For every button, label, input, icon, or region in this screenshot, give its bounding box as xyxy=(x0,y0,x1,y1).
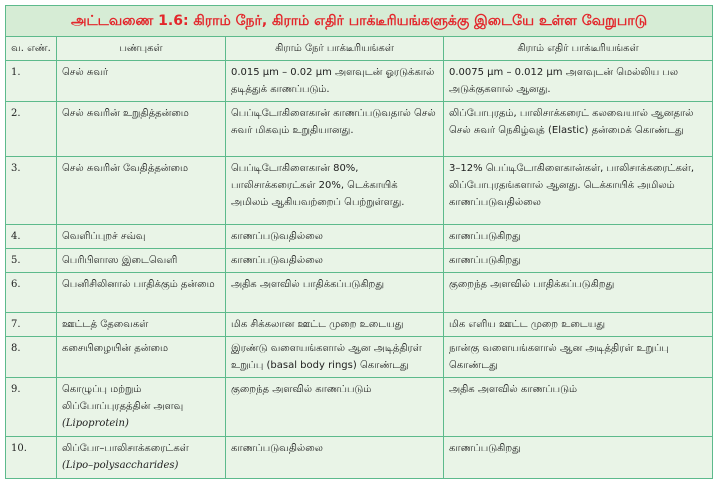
header-gram-negative: கிராம் எதிர் பாக்டீரியங்கள் xyxy=(442,36,714,61)
table-row: 3. செல் சுவரின் வேதித்தன்மை பெப்டிடோகிளைகா… xyxy=(5,156,714,225)
gram-negative-cell: அதிக அளவில் காணப்படும் xyxy=(442,377,714,437)
gram-negative-cell-text: நான்கு வளையங்களால் ஆன அடித்திரள் உறுப்பு… xyxy=(449,343,669,371)
gram-negative-cell-text: காணப்படுகிறது xyxy=(449,443,521,454)
property-cell-text: லிப்போ–பாலிசாக்கரைட்கள் xyxy=(62,443,189,454)
gram-negative-cell-text: 0.0075 µm – 0.012 µm அளவுடன் மெல்லிய பல … xyxy=(449,67,679,95)
table-row: 10. லிப்போ–பாலிசாக்கரைட்கள் (Lipo–polysacc… xyxy=(5,436,714,479)
property-cell: கசையிழையின் தன்மை xyxy=(56,336,226,378)
serial-cell-text: 6. xyxy=(11,279,21,290)
table-row: 1. செல் சுவர் 0.015 µm – 0.02 µm அளவுடன் ஓ… xyxy=(5,60,714,102)
gram-positive-cell: 0.015 µm – 0.02 µm அளவுடன் ஓரடுக்கால் தட… xyxy=(225,60,444,102)
comparison-table: அட்டவணை 1.6: கிராம் நேர், கிராம் எதிர் ப… xyxy=(4,5,714,479)
table-title: அட்டவணை 1.6: கிராம் நேர், கிராம் எதிர் ப… xyxy=(4,5,714,37)
property-cell-text: வெளிப்புறச் சவ்வு xyxy=(62,231,146,242)
property-cell: வெளிப்புறச் சவ்வு xyxy=(56,224,226,249)
serial-cell: 6. xyxy=(5,272,57,313)
gram-positive-cell: அதிக அளவில் பாதிக்கப்படுகிறது xyxy=(225,272,444,313)
property-cell-text: செல் சுவரின் உறுதித்தன்மை xyxy=(62,108,189,119)
serial-cell-text: 2. xyxy=(11,108,21,119)
header-gram-positive: கிராம் நேர் பாக்டீரியங்கள் xyxy=(225,36,444,61)
gram-negative-cell: காணப்படுகிறது xyxy=(442,224,714,249)
serial-cell-text: 8. xyxy=(11,343,21,354)
gram-negative-cell: லிப்போபுரதம், பாலிசாக்கரைட் கலவையால் ஆனத… xyxy=(442,101,714,157)
gram-positive-cell-text: காணப்படுவதில்லை xyxy=(231,443,323,454)
serial-cell-text: 9. xyxy=(11,384,21,395)
gram-positive-cell-text: காணப்படுவதில்லை xyxy=(231,255,323,266)
gram-negative-cell-text: 3–12% பெப்டிடோகிளைகான்கள், பாலிசாக்கரைட்… xyxy=(449,163,695,208)
property-cell: செல் சுவரின் உறுதித்தன்மை xyxy=(56,101,226,157)
property-cell-text: கொழுப்பு மற்றும் லிப்போப்புரதத்தின் அளவு xyxy=(62,384,184,412)
property-cell-text: ஊட்டத் தேவைகள் xyxy=(62,319,149,330)
gram-negative-cell-text: மிக எளிய ஊட்ட முறை உடையது xyxy=(449,319,606,330)
property-cell-text: பெரிபிளாஸ இடைவெளி xyxy=(62,255,178,266)
header-row: வ. எண். பண்புகள் கிராம் நேர் பாக்டீரியங்… xyxy=(5,36,714,61)
property-cell-text: செல் சுவரின் வேதித்தன்மை xyxy=(62,163,189,174)
property-cell: பெரிபிளாஸ இடைவெளி xyxy=(56,248,226,273)
property-cell: ஊட்டத் தேவைகள் xyxy=(56,312,226,337)
header-property: பண்புகள் xyxy=(56,36,226,61)
gram-negative-cell: நான்கு வளையங்களால் ஆன அடித்திரள் உறுப்பு… xyxy=(442,336,714,378)
serial-cell: 4. xyxy=(5,224,57,249)
gram-positive-cell-text: அதிக அளவில் பாதிக்கப்படுகிறது xyxy=(231,279,385,290)
gram-positive-cell: பெப்டிடோகிளைகான் காணப்படுவதால் செல் சுவர… xyxy=(225,101,444,157)
gram-negative-cell: காணப்படுகிறது xyxy=(442,248,714,273)
gram-negative-cell-text: குறைந்த அளவில் பாதிக்கப்படுகிறது xyxy=(449,279,615,290)
gram-positive-cell-text: பெப்டிடோகிளைகான் காணப்படுவதால் செல் சுவர… xyxy=(231,108,436,136)
property-cell-text: பெனிசிலினால் பாதிக்கும் தன்மை xyxy=(62,279,215,290)
property-note: (Lipoprotein) xyxy=(62,418,129,429)
serial-cell: 1. xyxy=(5,60,57,102)
serial-cell: 8. xyxy=(5,336,57,378)
property-cell: செல் சுவரின் வேதித்தன்மை xyxy=(56,156,226,225)
serial-cell-text: 1. xyxy=(11,67,21,78)
table-row: 7. ஊட்டத் தேவைகள் மிக சிக்கலான ஊட்ட முறை உ… xyxy=(5,312,714,337)
gram-negative-cell: 3–12% பெப்டிடோகிளைகான்கள், பாலிசாக்கரைட்… xyxy=(442,156,714,225)
gram-positive-cell-text: காணப்படுவதில்லை xyxy=(231,231,323,242)
gram-negative-cell-text: காணப்படுகிறது xyxy=(449,255,521,266)
gram-negative-cell: காணப்படுகிறது xyxy=(442,436,714,479)
serial-cell-text: 10. xyxy=(11,443,27,454)
property-note: (Lipo–polysaccharides) xyxy=(62,460,179,471)
gram-positive-cell: குறைந்த அளவில் காணப்படும் xyxy=(225,377,444,437)
gram-negative-cell: குறைந்த அளவில் பாதிக்கப்படுகிறது xyxy=(442,272,714,313)
gram-positive-cell: மிக சிக்கலான ஊட்ட முறை உடையது xyxy=(225,312,444,337)
serial-cell-text: 3. xyxy=(11,163,21,174)
serial-cell-text: 4. xyxy=(11,231,21,242)
gram-positive-cell: காணப்படுவதில்லை xyxy=(225,248,444,273)
gram-positive-cell-text: குறைந்த அளவில் காணப்படும் xyxy=(231,384,372,395)
gram-positive-cell-text: மிக சிக்கலான ஊட்ட முறை உடையது xyxy=(231,319,404,330)
property-cell-text: செல் சுவர் xyxy=(62,67,109,78)
table-row: 6. பெனிசிலினால் பாதிக்கும் தன்மை அதிக அளவி… xyxy=(5,272,714,313)
serial-cell: 3. xyxy=(5,156,57,225)
gram-positive-cell: இரண்டு வளையங்களால் ஆன அடித்திரள் உறுப்பு… xyxy=(225,336,444,378)
serial-cell-text: 7. xyxy=(11,319,21,330)
gram-positive-cell: பெப்டிடோகிளைகான் 80%, பாலிசாக்கரைட்கள் 2… xyxy=(225,156,444,225)
serial-cell: 10. xyxy=(5,436,57,479)
gram-positive-cell: காணப்படுவதில்லை xyxy=(225,436,444,479)
property-cell: பெனிசிலினால் பாதிக்கும் தன்மை xyxy=(56,272,226,313)
table-row: 5. பெரிபிளாஸ இடைவெளி காணப்படுவதில்லை காணப்ப… xyxy=(5,248,714,273)
serial-cell-text: 5. xyxy=(11,255,21,266)
table-row: 8. கசையிழையின் தன்மை இரண்டு வளையங்களால் ஆன… xyxy=(5,336,714,378)
gram-negative-cell-text: அதிக அளவில் காணப்படும் xyxy=(449,384,578,395)
property-cell: செல் சுவர் xyxy=(56,60,226,102)
gram-positive-cell-text: 0.015 µm – 0.02 µm அளவுடன் ஓரடுக்கால் தட… xyxy=(231,67,435,95)
table-row: 9. கொழுப்பு மற்றும் லிப்போப்புரதத்தின் அள… xyxy=(5,377,714,437)
serial-cell: 5. xyxy=(5,248,57,273)
property-cell: கொழுப்பு மற்றும் லிப்போப்புரதத்தின் அளவு… xyxy=(56,377,226,437)
header-serial: வ. எண். xyxy=(5,36,57,61)
serial-cell: 2. xyxy=(5,101,57,157)
gram-positive-cell-text: பெப்டிடோகிளைகான் 80%, பாலிசாக்கரைட்கள் 2… xyxy=(231,163,405,208)
serial-cell: 9. xyxy=(5,377,57,437)
property-cell: லிப்போ–பாலிசாக்கரைட்கள் (Lipo–polysacchar… xyxy=(56,436,226,479)
gram-negative-cell-text: காணப்படுகிறது xyxy=(449,231,521,242)
table-row: 4. வெளிப்புறச் சவ்வு காணப்படுவதில்லை காணப்ப… xyxy=(5,224,714,249)
gram-negative-cell: மிக எளிய ஊட்ட முறை உடையது xyxy=(442,312,714,337)
gram-negative-cell: 0.0075 µm – 0.012 µm அளவுடன் மெல்லிய பல … xyxy=(442,60,714,102)
gram-negative-cell-text: லிப்போபுரதம், பாலிசாக்கரைட் கலவையால் ஆனத… xyxy=(449,108,694,136)
gram-positive-cell-text: இரண்டு வளையங்களால் ஆன அடித்திரள் உறுப்பு… xyxy=(231,343,422,371)
property-cell-text: கசையிழையின் தன்மை xyxy=(62,343,169,354)
gram-positive-cell: காணப்படுவதில்லை xyxy=(225,224,444,249)
table-row: 2. செல் சுவரின் உறுதித்தன்மை பெப்டிடோகிளைக… xyxy=(5,101,714,157)
serial-cell: 7. xyxy=(5,312,57,337)
